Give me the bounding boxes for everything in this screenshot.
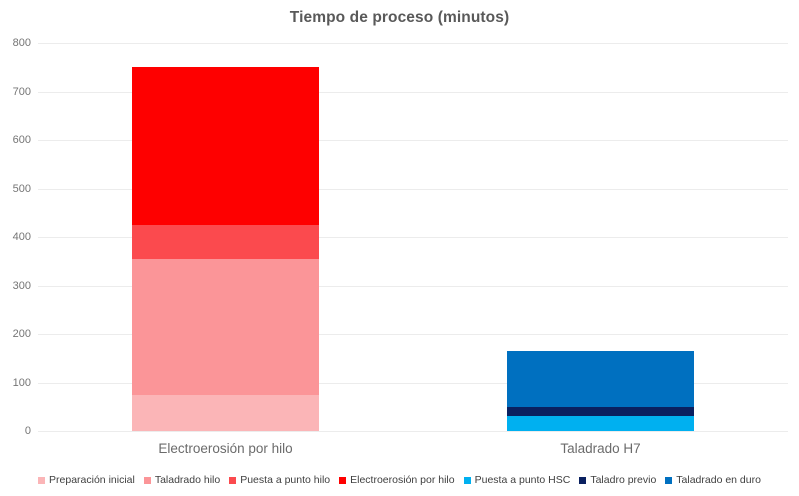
bar-segment-taladro-previo <box>507 406 694 417</box>
legend-label-taladrado-en-duro: Taladrado en duro <box>676 474 761 486</box>
legend-swatch-preparacion-inicial <box>38 476 46 484</box>
gridline-200 <box>38 334 788 335</box>
bar-segment-taladrado-en-duro <box>507 351 694 407</box>
y-axis-label-700: 700 <box>12 85 31 98</box>
legend-item-puesta-a-punto-hsc: Puesta a punto HSC <box>463 474 571 486</box>
legend-item-preparacion-inicial: Preparación inicial <box>38 474 135 486</box>
legend-swatch-taladro-previo <box>579 476 587 484</box>
legend-item-taladrado-en-duro: Taladrado en duro <box>665 474 761 486</box>
gridline-600 <box>38 140 788 141</box>
legend-item-electroerosion-por-hilo: Electroerosión por hilo <box>339 474 455 486</box>
legend-item-taladrado-hilo: Taladrado hilo <box>143 474 221 486</box>
x-axis-label-taladrado-h7: Taladrado H7 <box>560 441 641 456</box>
gridline-0 <box>38 431 788 432</box>
bar-taladrado-h7 <box>507 43 694 431</box>
chart-legend: Preparación inicial Taladrado hilo Puesta … <box>0 471 799 489</box>
legend-label-taladro-previo: Taladro previo <box>590 474 657 486</box>
gridline-100 <box>38 382 788 384</box>
chart-title: Tiempo de proceso (minutos) <box>289 9 510 26</box>
x-axis-label-electroerosion-por-hilo: Electroerosión por hilo <box>158 441 293 456</box>
bar-segment-taladrado-hilo <box>132 258 319 395</box>
y-axis-label-500: 500 <box>12 182 31 195</box>
legend-swatch-electroerosion-por-hilo <box>339 476 347 484</box>
y-axis-label-0: 0 <box>24 425 31 437</box>
legend-label-taladrado-hilo: Taladrado hilo <box>154 474 221 486</box>
legend-swatch-puesta-a-punto-hilo <box>229 476 237 484</box>
y-axis-label-400: 400 <box>12 231 31 243</box>
y-axis-label-600: 600 <box>12 134 31 146</box>
y-axis-label-100: 100 <box>12 376 31 389</box>
y-axis-label-800: 800 <box>12 37 31 49</box>
gridline-400 <box>38 237 788 238</box>
legend-label-puesta-a-punto-hilo: Puesta a punto hilo <box>240 474 331 486</box>
gridline-300 <box>38 285 788 287</box>
legend-swatch-puesta-a-punto-hsc <box>463 476 471 484</box>
bar-segment-puesta-a-punto-hilo <box>132 224 319 259</box>
legend-item-puesta-a-punto-hilo: Puesta a punto hilo <box>229 474 330 486</box>
legend-label-puesta-a-punto-hsc: Puesta a punto HSC <box>474 474 571 486</box>
bar-segment-preparacion-inicial <box>132 394 319 431</box>
bar-electroerosion-por-hilo <box>132 43 319 431</box>
bar-segment-puesta-a-punto-hsc <box>507 416 694 431</box>
gridline-500 <box>38 188 788 190</box>
legend-item-taladro-previo: Taladro previo <box>579 474 656 486</box>
bar-segment-electroerosion-por-hilo <box>132 67 319 225</box>
legend-swatch-taladrado-hilo <box>143 476 151 484</box>
gridline-700 <box>38 91 788 93</box>
legend-label-preparacion-inicial: Preparación inicial <box>49 474 135 486</box>
gridline-800 <box>38 43 788 44</box>
legend-swatch-taladrado-en-duro <box>665 476 673 484</box>
y-axis-label-200: 200 <box>12 328 31 340</box>
legend-label-electroerosion-por-hilo: Electroerosión por hilo <box>350 474 455 486</box>
y-axis-label-300: 300 <box>12 279 31 292</box>
